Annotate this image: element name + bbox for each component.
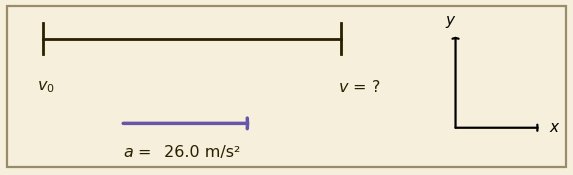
Text: $y$: $y$ <box>445 14 457 30</box>
Text: $v_0$: $v_0$ <box>37 80 55 95</box>
Text: $a$ =: $a$ = <box>123 145 152 160</box>
Text: $x$: $x$ <box>549 120 560 135</box>
Text: 26.0 m/s²: 26.0 m/s² <box>159 145 241 160</box>
Text: $v$ = ?: $v$ = ? <box>338 79 380 96</box>
